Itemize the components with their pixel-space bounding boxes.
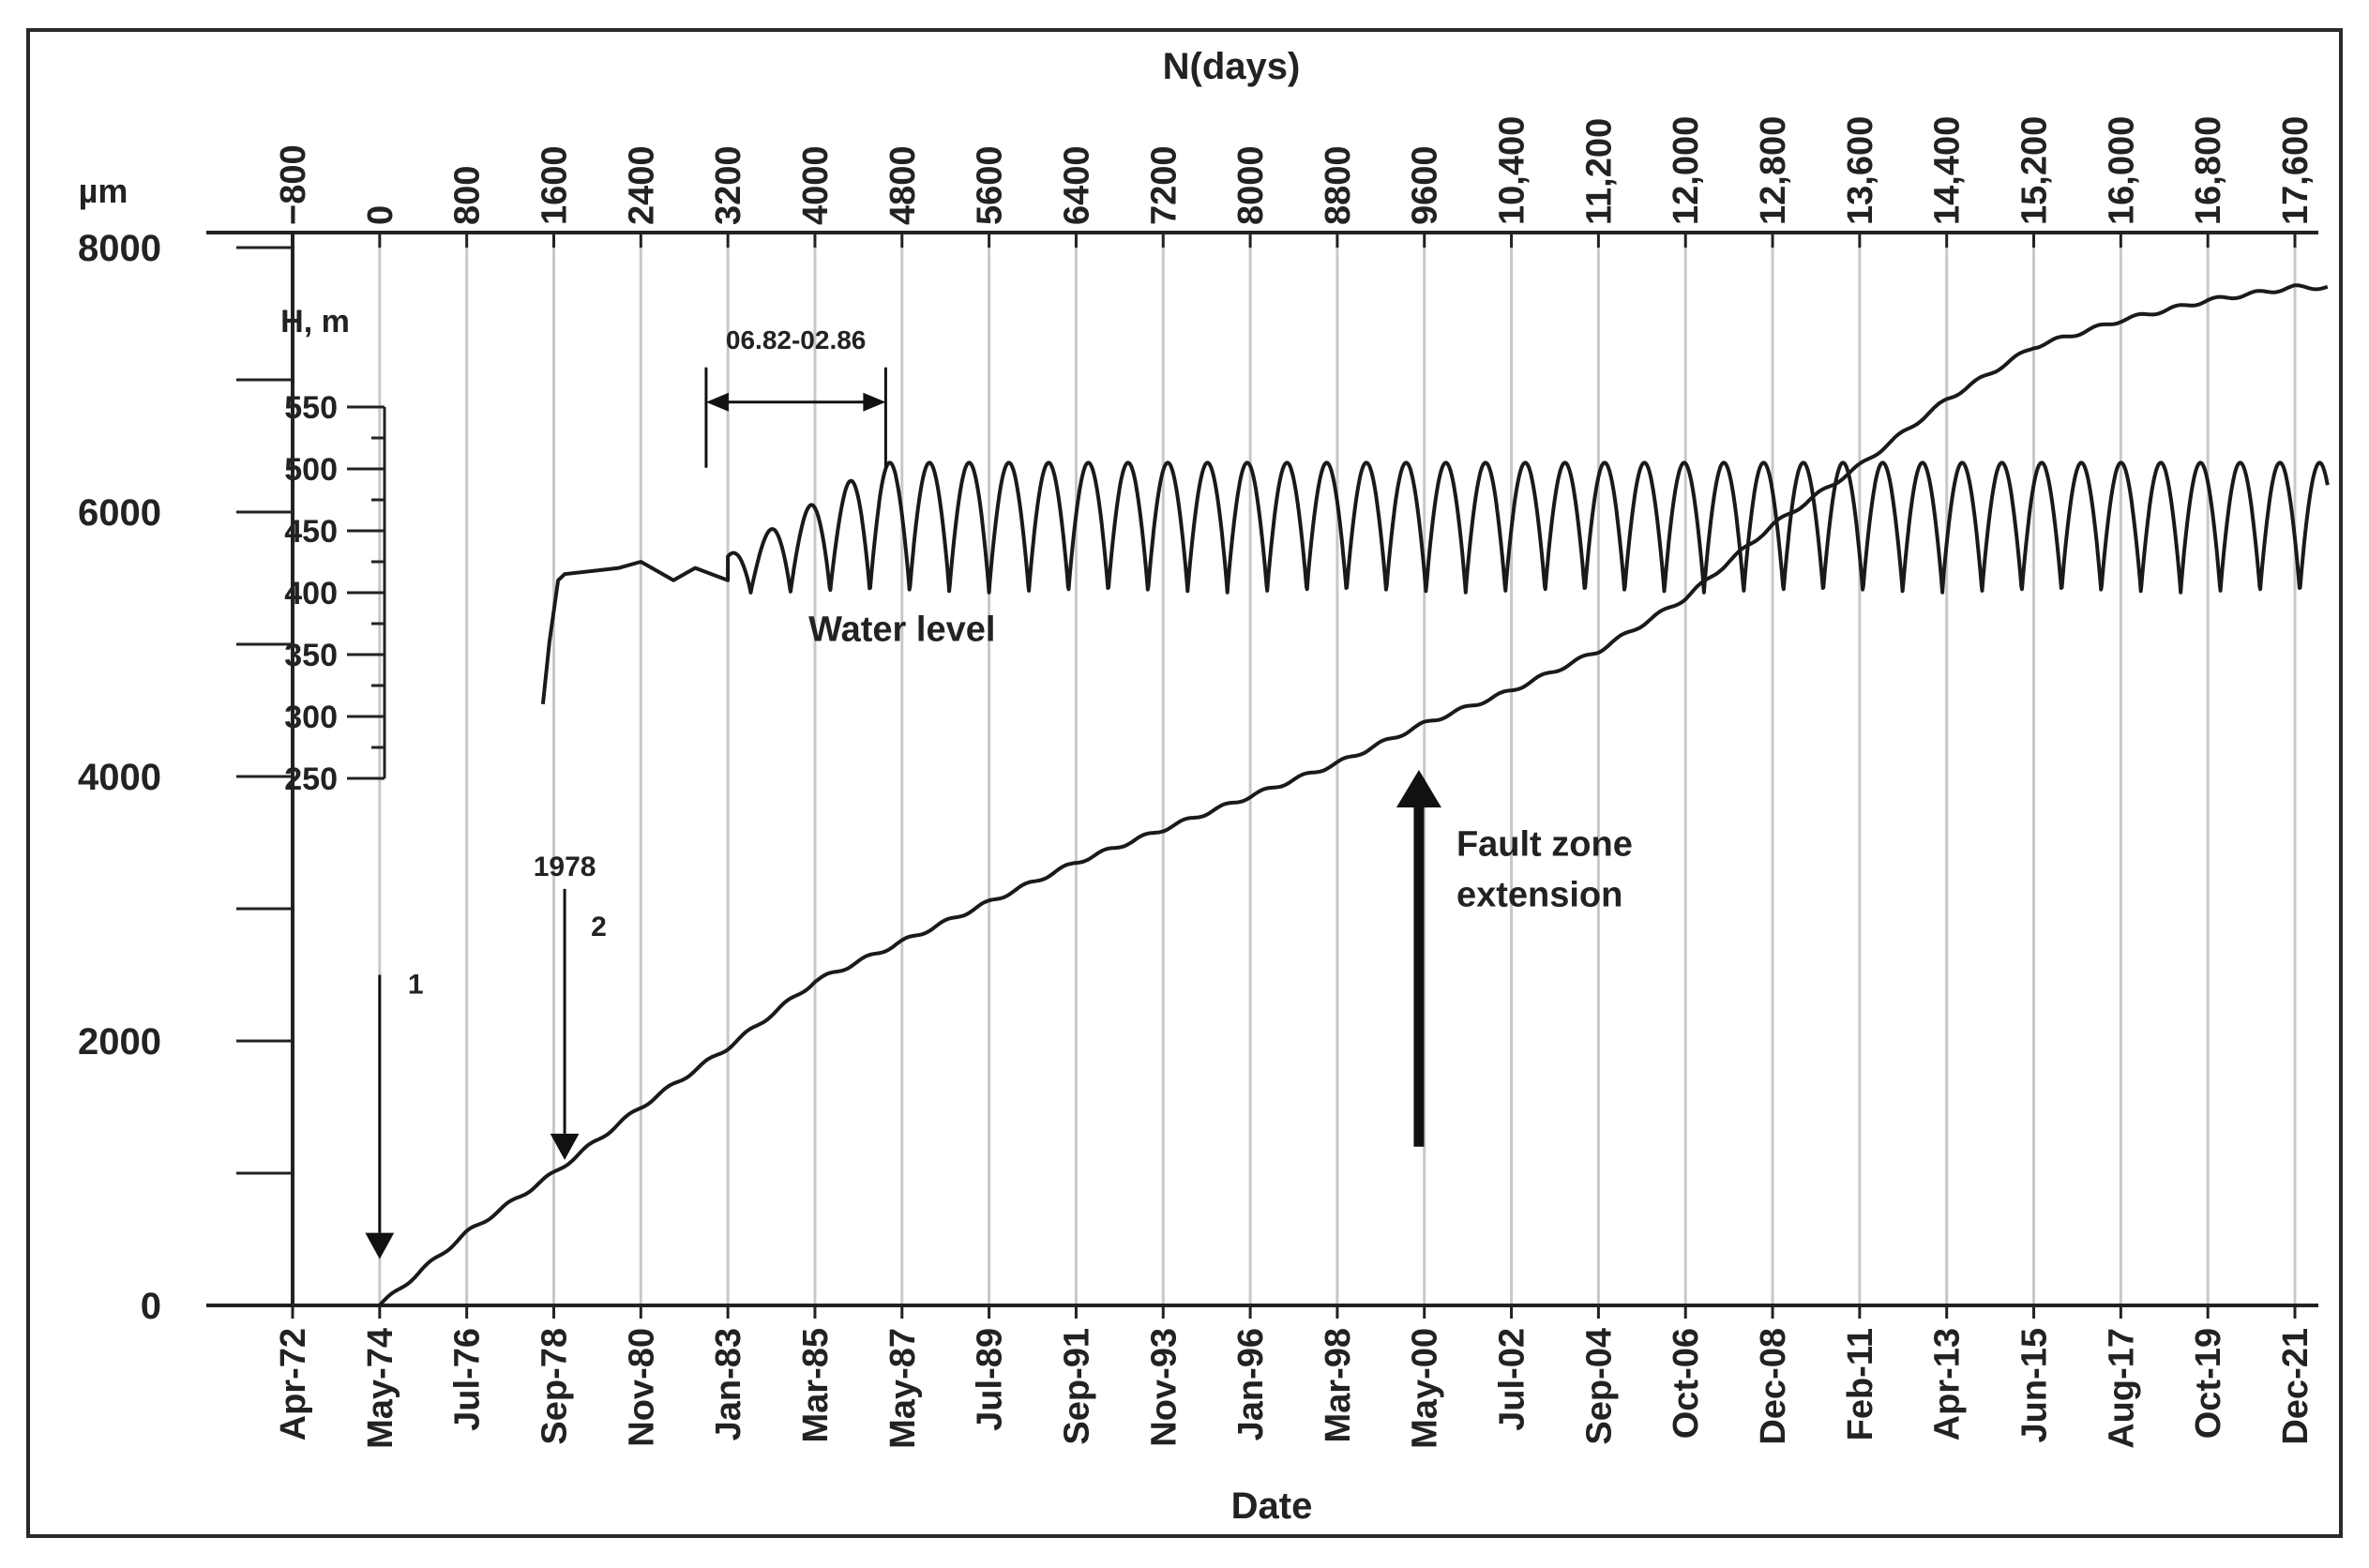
top-tick-label: 3200	[709, 145, 748, 225]
series-group	[378, 283, 2330, 1307]
axis-labels: N(days) µm Date H, m	[79, 46, 1313, 1527]
y-tick-label: 0	[141, 1286, 161, 1327]
label-1978: 1978	[534, 852, 596, 882]
x-tick-label: Apr-72	[274, 1328, 313, 1440]
series-displacement-line	[378, 283, 2329, 1307]
top-tick-label: 16,800	[2189, 116, 2228, 225]
y-axis-unit: µm	[79, 172, 128, 210]
x-tick-label: Jul-02	[1493, 1328, 1532, 1431]
x-tick-label: Jul-76	[448, 1328, 488, 1431]
top-tick-label: 16,000	[2102, 116, 2141, 225]
period-arrow-right	[863, 392, 886, 412]
top-tick-label: 2400	[622, 145, 661, 225]
top-tick-label: 7200	[1144, 145, 1184, 225]
y-tick-label: 2000	[78, 1021, 161, 1063]
period-bracket: 06.82-02.86	[704, 325, 887, 468]
water-level-label: Water level	[808, 611, 995, 650]
top-tick-label: 12,000	[1667, 116, 1706, 225]
x-tick-label: Sep-78	[535, 1328, 574, 1445]
y-tick-label: 4000	[78, 757, 161, 798]
period-label: 06.82-02.86	[726, 325, 866, 354]
top-tick-label: 9600	[1406, 145, 1445, 225]
arrow-1-head	[365, 1232, 395, 1259]
x-tick-label: Jan-96	[1231, 1328, 1271, 1440]
x-tick-label: Nov-80	[622, 1328, 661, 1447]
series-water-level-line	[540, 460, 2330, 705]
x-tick-label: May-87	[883, 1328, 923, 1449]
arrow-2-label: 2	[591, 912, 607, 942]
top-tick-label: 14,400	[1928, 116, 1968, 225]
top-tick-label: 4800	[883, 145, 923, 225]
x-tick-label: Jan-83	[709, 1328, 748, 1440]
top-tick-label: 17,600	[2276, 116, 2316, 225]
x-tick-label: Dec-21	[2276, 1328, 2316, 1445]
arrow-1	[365, 974, 395, 1259]
inset-tick-label: 500	[284, 452, 338, 488]
top-tick-label: 12,800	[1754, 116, 1793, 225]
x-tick-label: Jun-15	[2015, 1328, 2055, 1442]
x-tick-label: May-00	[1406, 1328, 1445, 1449]
y-tick-label: 6000	[78, 492, 161, 534]
top-tick-label: 4000	[796, 145, 836, 225]
x-tick-label: Sep-91	[1057, 1328, 1096, 1445]
top-tick-label: 10,400	[1493, 116, 1532, 225]
x-tick-label: Aug-17	[2102, 1328, 2141, 1449]
top-tick-label: 6400	[1057, 145, 1096, 225]
inset-axis: 250 300 350 400 450 500 550	[284, 390, 386, 797]
x-tick-label: Oct-06	[1667, 1328, 1706, 1439]
inset-axis-title: H, m	[280, 304, 350, 339]
x-tick-label: Apr-13	[1928, 1328, 1968, 1440]
inset-tick-label: 400	[284, 576, 338, 611]
chart-canvas: −800 0 800 1600 2400 3200 4000 4800 5600 6400 7200…	[78, 46, 2330, 1527]
figure-frame: −800 0 800 1600 2400 3200 4000 4800 5600 6400 7200…	[26, 28, 2343, 1538]
top-tick-label: 15,200	[2015, 116, 2055, 225]
y-tick-label: 8000	[78, 228, 161, 269]
fault-zone-arrow-head	[1396, 769, 1441, 807]
top-tick-label: 8800	[1319, 145, 1358, 225]
top-tick-label: 11,200	[1579, 118, 1619, 225]
arrow-2-head	[550, 1133, 580, 1160]
inset-tick-label: 350	[284, 638, 338, 673]
period-arrow-left	[705, 392, 729, 412]
fault-zone-arrow	[1396, 769, 1441, 1147]
x-tick-label: Mar-85	[796, 1328, 836, 1443]
annotations: 1 2 1978 06.82-02.86 Fault zone extension Wate…	[365, 325, 1633, 1259]
top-tick-label: 5600	[971, 145, 1010, 225]
fault-zone-label: Fault zone extension	[1456, 825, 1633, 915]
x-tick-label: Feb-11	[1841, 1328, 1880, 1440]
fault-zone-label-line1: Fault zone	[1456, 825, 1633, 865]
top-tick-label: 13,600	[1841, 116, 1880, 225]
x-tick-label: Oct-19	[2189, 1328, 2228, 1439]
top-tick-label: 1600	[535, 145, 574, 225]
arrow-1-label: 1	[408, 970, 424, 1001]
x-tick-label: Mar-98	[1319, 1328, 1358, 1443]
top-tick-label: −800	[274, 144, 313, 225]
top-tick-label: 0	[361, 205, 400, 225]
grid	[378, 248, 2297, 1305]
x-tick-label: May-74	[361, 1328, 400, 1449]
inset-tick-label: 250	[284, 761, 338, 797]
top-tick-label: 8000	[1231, 145, 1271, 225]
top-tick-label: 800	[448, 166, 488, 225]
x-tick-label: Nov-93	[1144, 1328, 1184, 1447]
x-tick-label: Dec-08	[1754, 1328, 1793, 1445]
axes: −800 0 800 1600 2400 3200 4000 4800 5600 6400 7200…	[78, 116, 2318, 1449]
fault-zone-label-line2: extension	[1456, 876, 1622, 915]
arrow-2	[550, 888, 580, 1160]
inset-tick-label: 450	[284, 514, 338, 550]
x-tick-label: Sep-04	[1579, 1328, 1619, 1445]
inset-tick-label: 300	[284, 700, 338, 735]
inset-tick-label: 550	[284, 390, 338, 426]
x-tick-label: Jul-89	[971, 1328, 1010, 1431]
top-axis-title: N(days)	[1163, 46, 1301, 87]
x-axis-title: Date	[1231, 1485, 1313, 1527]
